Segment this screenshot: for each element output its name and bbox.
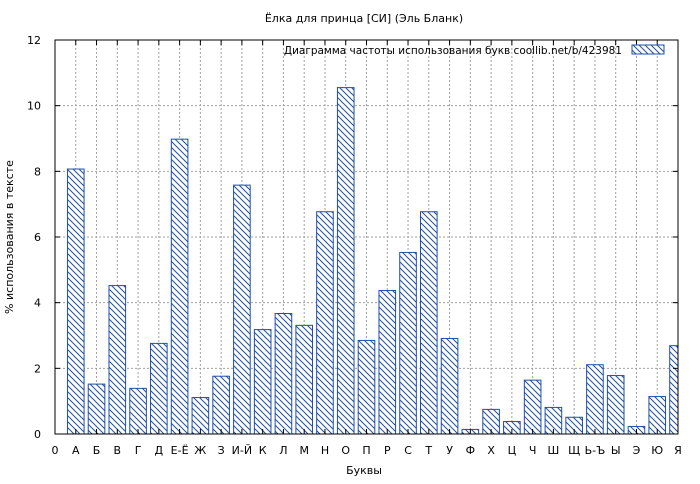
bar (316, 211, 334, 435)
x-tick-label: О (341, 444, 350, 457)
y-tick-label: 4 (34, 297, 41, 310)
bar (233, 184, 251, 435)
bar (212, 375, 230, 435)
x-tick-label: Ю (651, 444, 663, 457)
y-tick-label: 12 (27, 34, 41, 47)
x-tick-label: Ц (508, 444, 517, 457)
bar (399, 251, 417, 435)
bar (357, 339, 376, 435)
y-axis: 0 2 4 6 8 10 12 (27, 34, 678, 441)
y-tick-label: 8 (34, 165, 41, 178)
y-tick-label: 6 (34, 231, 41, 244)
bar (648, 396, 667, 435)
x-tick-label: Т (424, 444, 432, 457)
bar (669, 345, 679, 435)
x-tick-label: Ш (548, 444, 560, 457)
bar (87, 383, 106, 435)
x-tick-label: А (72, 444, 80, 457)
x-tick-label: Л (279, 444, 287, 457)
x-tick-label: П (362, 444, 370, 457)
bar (170, 138, 189, 435)
x-tick-label: М (299, 444, 309, 457)
x-tick-label: Ь-Ъ (585, 444, 606, 457)
bar (523, 379, 542, 435)
x-axis-label: Буквы (346, 464, 382, 477)
bar (108, 285, 127, 435)
x-tick-label: Я (674, 444, 682, 457)
bars (66, 87, 679, 435)
x-tick-label: Г (135, 444, 142, 457)
chart-title: Ёлка для принца [СИ] (Эль Бланк) (265, 12, 463, 25)
x-tick-label: К (259, 444, 267, 457)
x-tick-label: 0 (52, 444, 59, 457)
bar (274, 313, 293, 435)
x-tick-label: Е-Ё (171, 444, 189, 457)
bar (586, 364, 604, 435)
legend: Диаграмма частоты использования букв coo… (284, 44, 665, 57)
x-axis: 0 А Б В Г Д Е-Ё Ж З И-Й К Л М Н О П Р С Т У Ф Х Ц Ч Ш Щ Ь-Ъ Ы Э Ю Я (52, 40, 682, 457)
x-tick-label: Ч (529, 444, 537, 457)
x-tick-label: Ж (194, 444, 206, 457)
bar (191, 397, 210, 435)
x-tick-label: С (404, 444, 412, 457)
x-tick-label: В (114, 444, 122, 457)
x-tick-label: У (446, 444, 453, 457)
y-tick-label: 2 (34, 362, 41, 375)
x-tick-label: Э (633, 444, 641, 457)
bar (336, 87, 355, 435)
x-tick-label: З (218, 444, 225, 457)
x-tick-label: Р (384, 444, 391, 457)
x-tick-label: Щ (568, 444, 580, 457)
x-tick-label: Б (93, 444, 101, 457)
y-tick-label: 0 (34, 428, 41, 441)
x-tick-label: Ы (611, 444, 621, 457)
bar (440, 337, 459, 435)
legend-swatch (631, 44, 665, 55)
x-tick-label: И-Й (232, 444, 252, 457)
bar (295, 324, 314, 435)
bar (419, 211, 438, 435)
bar (66, 168, 85, 435)
bar (129, 387, 147, 435)
x-tick-label: Х (487, 444, 495, 457)
x-tick-label: Ф (466, 444, 475, 457)
bar (606, 375, 625, 435)
y-axis-label: % использования в тексте (3, 160, 16, 314)
x-tick-label: Д (155, 444, 164, 457)
y-tick-label: 10 (27, 100, 41, 113)
x-tick-label: Н (321, 444, 329, 457)
bar (150, 342, 168, 435)
bar (378, 290, 397, 435)
legend-label: Диаграмма частоты использования букв coo… (284, 45, 622, 57)
bar (253, 329, 272, 435)
